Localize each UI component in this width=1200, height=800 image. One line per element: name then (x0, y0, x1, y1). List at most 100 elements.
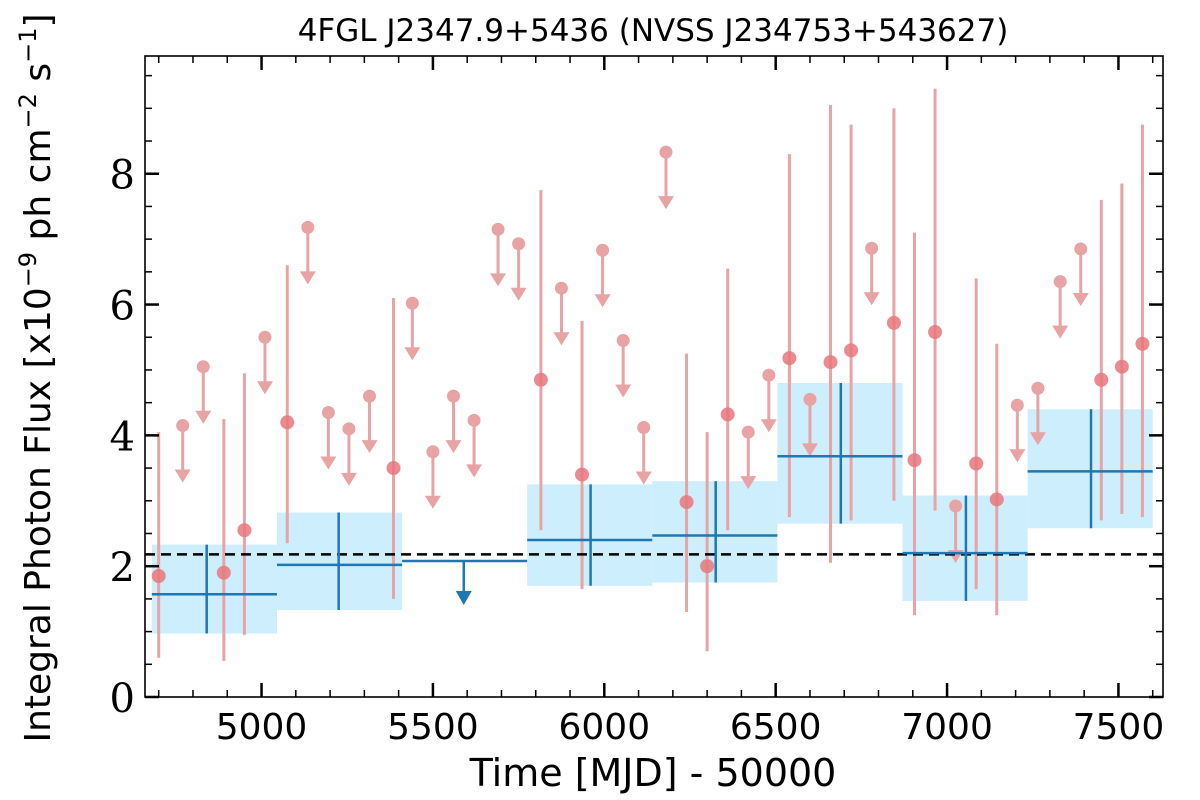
fine-bin-point (679, 495, 694, 510)
fine-bin-upper-limit-arrow (466, 464, 483, 478)
fine-bin-upper-limit-arrow (1072, 292, 1089, 306)
fine-bin-upper-limit-point (491, 222, 505, 236)
y-axis-label-exponent: −1 (14, 28, 42, 63)
fine-bin-upper-limit-point (176, 419, 190, 433)
plot-area: 5000 5500 6000 6500 7000 7500 0 2 4 6 8 (110, 55, 1165, 748)
fine-bin-upper-limit-arrow (510, 287, 527, 301)
y-tick-label: 0 (110, 676, 135, 722)
fine-bin-upper-limit-arrow (340, 472, 357, 486)
x-tick-label: 6500 (730, 707, 822, 748)
fine-bin-upper-limit-point (637, 421, 651, 435)
fine-bin-upper-limit-arrow (801, 443, 818, 457)
fine-bin-upper-limit-point (321, 405, 335, 419)
fine-bin-upper-limit-point (426, 445, 440, 459)
fine-bin-upper-limit-point (342, 422, 356, 436)
y-tick-label: 2 (110, 545, 135, 591)
fine-bin-point (1094, 372, 1109, 387)
fine-bin-upper-limit-point (1074, 242, 1088, 256)
fine-bin-upper-limit-point (659, 145, 673, 159)
fine-bin-point (782, 351, 797, 366)
x-tick-label: 7000 (901, 707, 993, 748)
y-axis-label-part: ] (18, 13, 59, 27)
plot-frame (144, 55, 1164, 698)
y-tick-label: 8 (110, 153, 135, 199)
fine-bin-upper-limit-point (405, 296, 419, 310)
fine-bin-point (575, 467, 590, 482)
fine-bin-point (533, 372, 548, 387)
y-axis-label-exponent: −9 (14, 252, 42, 287)
fine-bin-upper-limit-arrow (594, 294, 611, 308)
y-axis-label-part: ph cm (18, 128, 59, 251)
y-tick-label: 6 (110, 284, 135, 330)
fine-bin-upper-limit-point (554, 281, 568, 295)
fine-bin-point (844, 343, 859, 358)
fine-bin-upper-limit-arrow (424, 495, 441, 509)
x-tick-label: 6000 (558, 707, 650, 748)
fine-bin-upper-limit-point (301, 220, 315, 234)
y-axis-label: Integral Photon Flux [x10−9 ph cm−2 s−1] (14, 13, 59, 742)
fine-bin-point (969, 456, 984, 471)
fine-bin-upper-limit-arrow (361, 440, 378, 454)
fine-bin-upper-limit-arrow (195, 410, 212, 424)
fine-bin-upper-limit-arrow (657, 196, 674, 210)
fine-bin-upper-limit-arrow (1009, 449, 1026, 463)
fine-bin-upper-limit-point (762, 368, 776, 382)
fine-bin-point (720, 407, 735, 422)
fine-bin-point (1135, 336, 1150, 351)
fine-bin-upper-limit-point (446, 389, 460, 403)
fine-bin-upper-limit-point (949, 499, 963, 513)
fine-bin-upper-limit-arrow (615, 384, 632, 398)
fine-bin-point (907, 453, 922, 468)
fine-bin-upper-limit-point (803, 392, 817, 406)
fine-bin-upper-limit-point (258, 330, 272, 344)
fine-bin-upper-limit-arrow (863, 292, 880, 306)
fine-bin-point (886, 315, 901, 330)
fine-bin-upper-limit-arrow (1052, 325, 1069, 339)
x-tick-label: 7500 (1073, 707, 1165, 748)
fine-bin-upper-limit-point (741, 425, 755, 439)
x-tick-label: 5000 (216, 707, 308, 748)
fine-bin-upper-limit-point (1053, 275, 1067, 289)
fine-bin-point (700, 559, 715, 574)
fine-bin-upper-limit-arrow (760, 419, 777, 433)
chart-title: 4FGL J2347.9+5436 (NVSS J234753+543627) (298, 13, 1009, 49)
fine-bin-upper-limit-arrow (256, 381, 273, 395)
fine-bin-upper-limit-arrow (299, 271, 316, 285)
fine-bin-upper-limit-point (1031, 381, 1045, 395)
fine-bin-upper-limit-point (1010, 398, 1024, 412)
y-axis-label-part: s (18, 63, 59, 93)
fine-bin-point (280, 415, 295, 430)
x-axis-label: Time [MJD] - 50000 (469, 751, 837, 795)
fine-bin-upper-limit-arrow (404, 347, 421, 361)
fine-bin-upper-limit-point (467, 413, 481, 427)
y-axis-label-exponent: −2 (14, 93, 42, 128)
fine-bin-point (216, 565, 231, 580)
fine-bin-point (151, 568, 166, 583)
fine-bin-upper-limit-arrow (174, 469, 191, 483)
y-tick-label: 4 (110, 414, 135, 460)
fine-bin-point (989, 492, 1004, 507)
fine-bin-upper-limit-point (512, 237, 526, 251)
fine-bin-upper-limit-arrow (740, 476, 757, 490)
fine-bin-upper-limit-point (596, 243, 610, 257)
fine-bin-upper-limit-point (196, 360, 210, 374)
x-tick-label: 5500 (387, 707, 479, 748)
fine-bin-point (386, 461, 401, 476)
fine-bin-upper-limit-point (616, 334, 630, 348)
y-axis-label-part: Integral Photon Flux [x10 (18, 287, 59, 742)
y-axis-label-text: Integral Photon Flux [x10−9 ph cm−2 s−1] (14, 13, 59, 742)
fine-bin-upper-limit-arrow (553, 332, 570, 346)
fine-bin-upper-limit-arrow (320, 456, 337, 470)
fine-bin-upper-limit-arrow (1029, 432, 1046, 446)
fine-bin-upper-limit-arrow (635, 471, 652, 485)
fine-bin-upper-limit-point (865, 241, 879, 255)
fine-bin-upper-limit-point (363, 389, 377, 403)
fine-bin-upper-limit-arrow (490, 273, 507, 287)
fine-bin-upper-limit-arrow (445, 440, 462, 454)
fine-bin-point (928, 325, 943, 340)
fine-bin-point (823, 355, 838, 370)
coarse-bin-band (151, 544, 277, 634)
coarse-bin-upper-limit-arrow (455, 590, 472, 605)
fine-bin-point (1114, 359, 1129, 374)
